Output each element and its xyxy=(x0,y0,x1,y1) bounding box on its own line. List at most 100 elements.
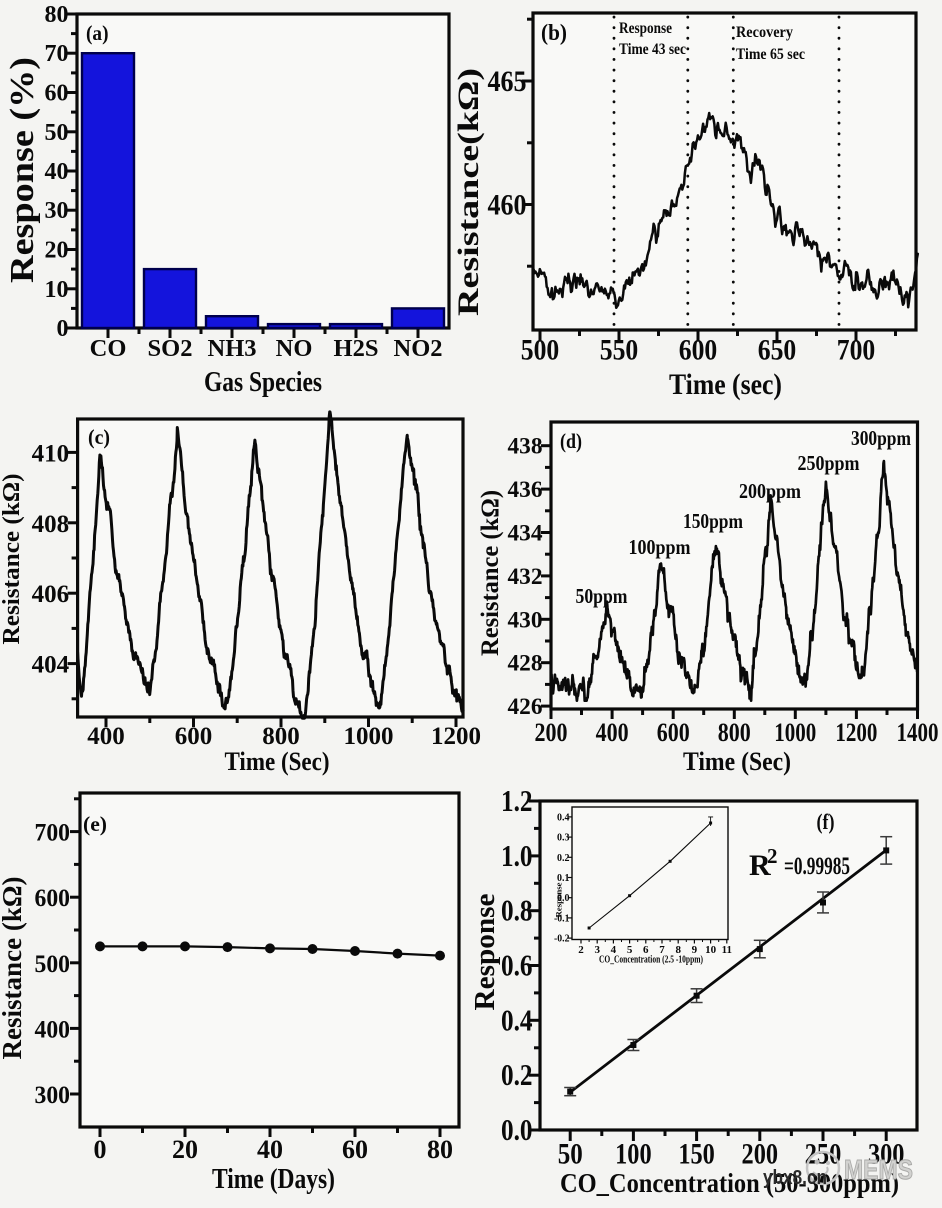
svg-text:(a): (a) xyxy=(86,21,109,45)
svg-text:Gas Species: Gas Species xyxy=(204,367,322,398)
svg-text:30: 30 xyxy=(45,198,69,224)
svg-text:1200: 1200 xyxy=(835,718,877,747)
svg-text:MEMS: MEMS xyxy=(844,1154,913,1185)
svg-text:600: 600 xyxy=(679,334,718,367)
svg-text:408: 408 xyxy=(32,511,70,538)
svg-text:0.4: 0.4 xyxy=(557,811,570,823)
svg-text:800: 800 xyxy=(718,718,751,747)
svg-text:11: 11 xyxy=(722,944,732,956)
svg-text:-0.1: -0.1 xyxy=(554,912,570,924)
svg-text:438: 438 xyxy=(508,434,543,459)
svg-text:CO_Concentration (50-300ppm): CO_Concentration (50-300ppm) xyxy=(560,1168,899,1198)
svg-text:200: 200 xyxy=(742,1138,779,1171)
svg-text:300: 300 xyxy=(35,1082,71,1109)
svg-text:50: 50 xyxy=(45,120,69,146)
svg-text:0.2: 0.2 xyxy=(557,852,570,864)
svg-text:100: 100 xyxy=(615,1138,652,1171)
svg-text:CO_Concentration (2.5 -10ppm): CO_Concentration (2.5 -10ppm) xyxy=(599,954,703,966)
svg-text:Response (%): Response (%) xyxy=(4,57,41,283)
svg-text:1000: 1000 xyxy=(344,723,394,750)
svg-text:(c): (c) xyxy=(88,425,110,449)
svg-text:0.2: 0.2 xyxy=(501,1057,533,1092)
svg-text:Time (Sec): Time (Sec) xyxy=(225,747,330,776)
svg-text:8: 8 xyxy=(675,944,681,956)
svg-text:150: 150 xyxy=(678,1138,715,1171)
svg-text:3: 3 xyxy=(594,944,600,956)
svg-text:40: 40 xyxy=(45,159,69,185)
svg-text:80: 80 xyxy=(45,2,69,28)
svg-text:Resistance (kΩ): Resistance (kΩ) xyxy=(0,877,27,1060)
svg-text:100ppm: 100ppm xyxy=(629,535,691,559)
svg-text:NO2: NO2 xyxy=(394,335,443,362)
svg-text:1200: 1200 xyxy=(431,723,481,750)
svg-text:465: 465 xyxy=(488,65,527,98)
svg-text:0.6: 0.6 xyxy=(501,948,533,983)
svg-text:410: 410 xyxy=(32,440,70,467)
svg-text:0.0: 0.0 xyxy=(501,1112,533,1147)
svg-text:Resistance (kΩ): Resistance (kΩ) xyxy=(0,474,25,645)
svg-text:1000: 1000 xyxy=(774,718,816,747)
svg-text:400: 400 xyxy=(35,1016,71,1043)
svg-text:CO: CO xyxy=(90,335,127,362)
svg-text:20: 20 xyxy=(45,238,69,264)
svg-text:430: 430 xyxy=(508,607,543,632)
svg-text:Recovery: Recovery xyxy=(736,24,793,41)
svg-text:(e): (e) xyxy=(83,812,107,836)
svg-text:550: 550 xyxy=(600,334,639,367)
svg-text:432: 432 xyxy=(508,564,543,589)
svg-text:=0.99985: =0.99985 xyxy=(784,853,850,880)
svg-text:H2S: H2S xyxy=(334,335,379,362)
svg-text:200: 200 xyxy=(535,718,568,747)
svg-text:434: 434 xyxy=(508,521,544,546)
svg-text:(f): (f) xyxy=(817,809,835,834)
svg-text:0.0: 0.0 xyxy=(557,892,570,904)
svg-text:600: 600 xyxy=(175,723,213,750)
svg-text:428: 428 xyxy=(508,651,543,676)
svg-text:-0.2: -0.2 xyxy=(554,933,570,945)
svg-text:NO: NO xyxy=(276,335,313,362)
svg-text:300: 300 xyxy=(868,1138,905,1171)
svg-text:Time (sec): Time (sec) xyxy=(669,368,782,401)
svg-text:4: 4 xyxy=(611,944,617,956)
svg-text:250: 250 xyxy=(805,1138,842,1171)
svg-text:Response: Response xyxy=(469,893,501,1010)
svg-text:5: 5 xyxy=(627,944,633,956)
svg-text:0.8: 0.8 xyxy=(501,893,533,928)
svg-text:Time 65 sec: Time 65 sec xyxy=(736,46,805,63)
svg-text:40: 40 xyxy=(257,1135,283,1164)
svg-text:600: 600 xyxy=(657,718,690,747)
svg-text:SO2: SO2 xyxy=(148,335,193,362)
svg-text:10: 10 xyxy=(45,277,69,303)
svg-text:6: 6 xyxy=(643,944,649,956)
svg-text:60: 60 xyxy=(342,1135,368,1164)
svg-text:R: R xyxy=(749,849,771,882)
svg-text:406: 406 xyxy=(32,581,70,608)
svg-text:250ppm: 250ppm xyxy=(798,451,860,475)
svg-text:ybx8.cn: ybx8.cn xyxy=(763,1167,827,1189)
svg-text:1400: 1400 xyxy=(897,718,939,747)
svg-text:460: 460 xyxy=(488,189,527,222)
svg-text:70: 70 xyxy=(45,41,69,67)
svg-text:Resistance(kΩ): Resistance(kΩ) xyxy=(452,68,485,316)
svg-text:600: 600 xyxy=(35,885,71,912)
svg-text:Time 43 sec: Time 43 sec xyxy=(619,41,686,58)
svg-text:Time (Days): Time (Days) xyxy=(212,1164,335,1195)
svg-text:0.1: 0.1 xyxy=(557,872,570,884)
svg-text:0: 0 xyxy=(94,1135,107,1164)
svg-text:Resistance (kΩ): Resistance (kΩ) xyxy=(477,490,504,656)
svg-text:2: 2 xyxy=(767,844,778,868)
svg-text:7: 7 xyxy=(659,944,665,956)
svg-text:700: 700 xyxy=(35,820,71,847)
svg-text:404: 404 xyxy=(32,652,70,679)
svg-text:1.0: 1.0 xyxy=(501,838,533,873)
svg-text:60: 60 xyxy=(45,81,69,107)
svg-text:400: 400 xyxy=(596,718,629,747)
svg-text:800: 800 xyxy=(262,723,300,750)
svg-text:50ppm: 50ppm xyxy=(576,584,628,608)
svg-text:(d): (d) xyxy=(560,429,582,453)
svg-text:20: 20 xyxy=(172,1135,198,1164)
svg-text:500: 500 xyxy=(35,951,71,978)
svg-text:300ppm: 300ppm xyxy=(851,426,911,450)
svg-text:Time (Sec): Time (Sec) xyxy=(683,747,791,776)
svg-text:500: 500 xyxy=(521,334,560,367)
